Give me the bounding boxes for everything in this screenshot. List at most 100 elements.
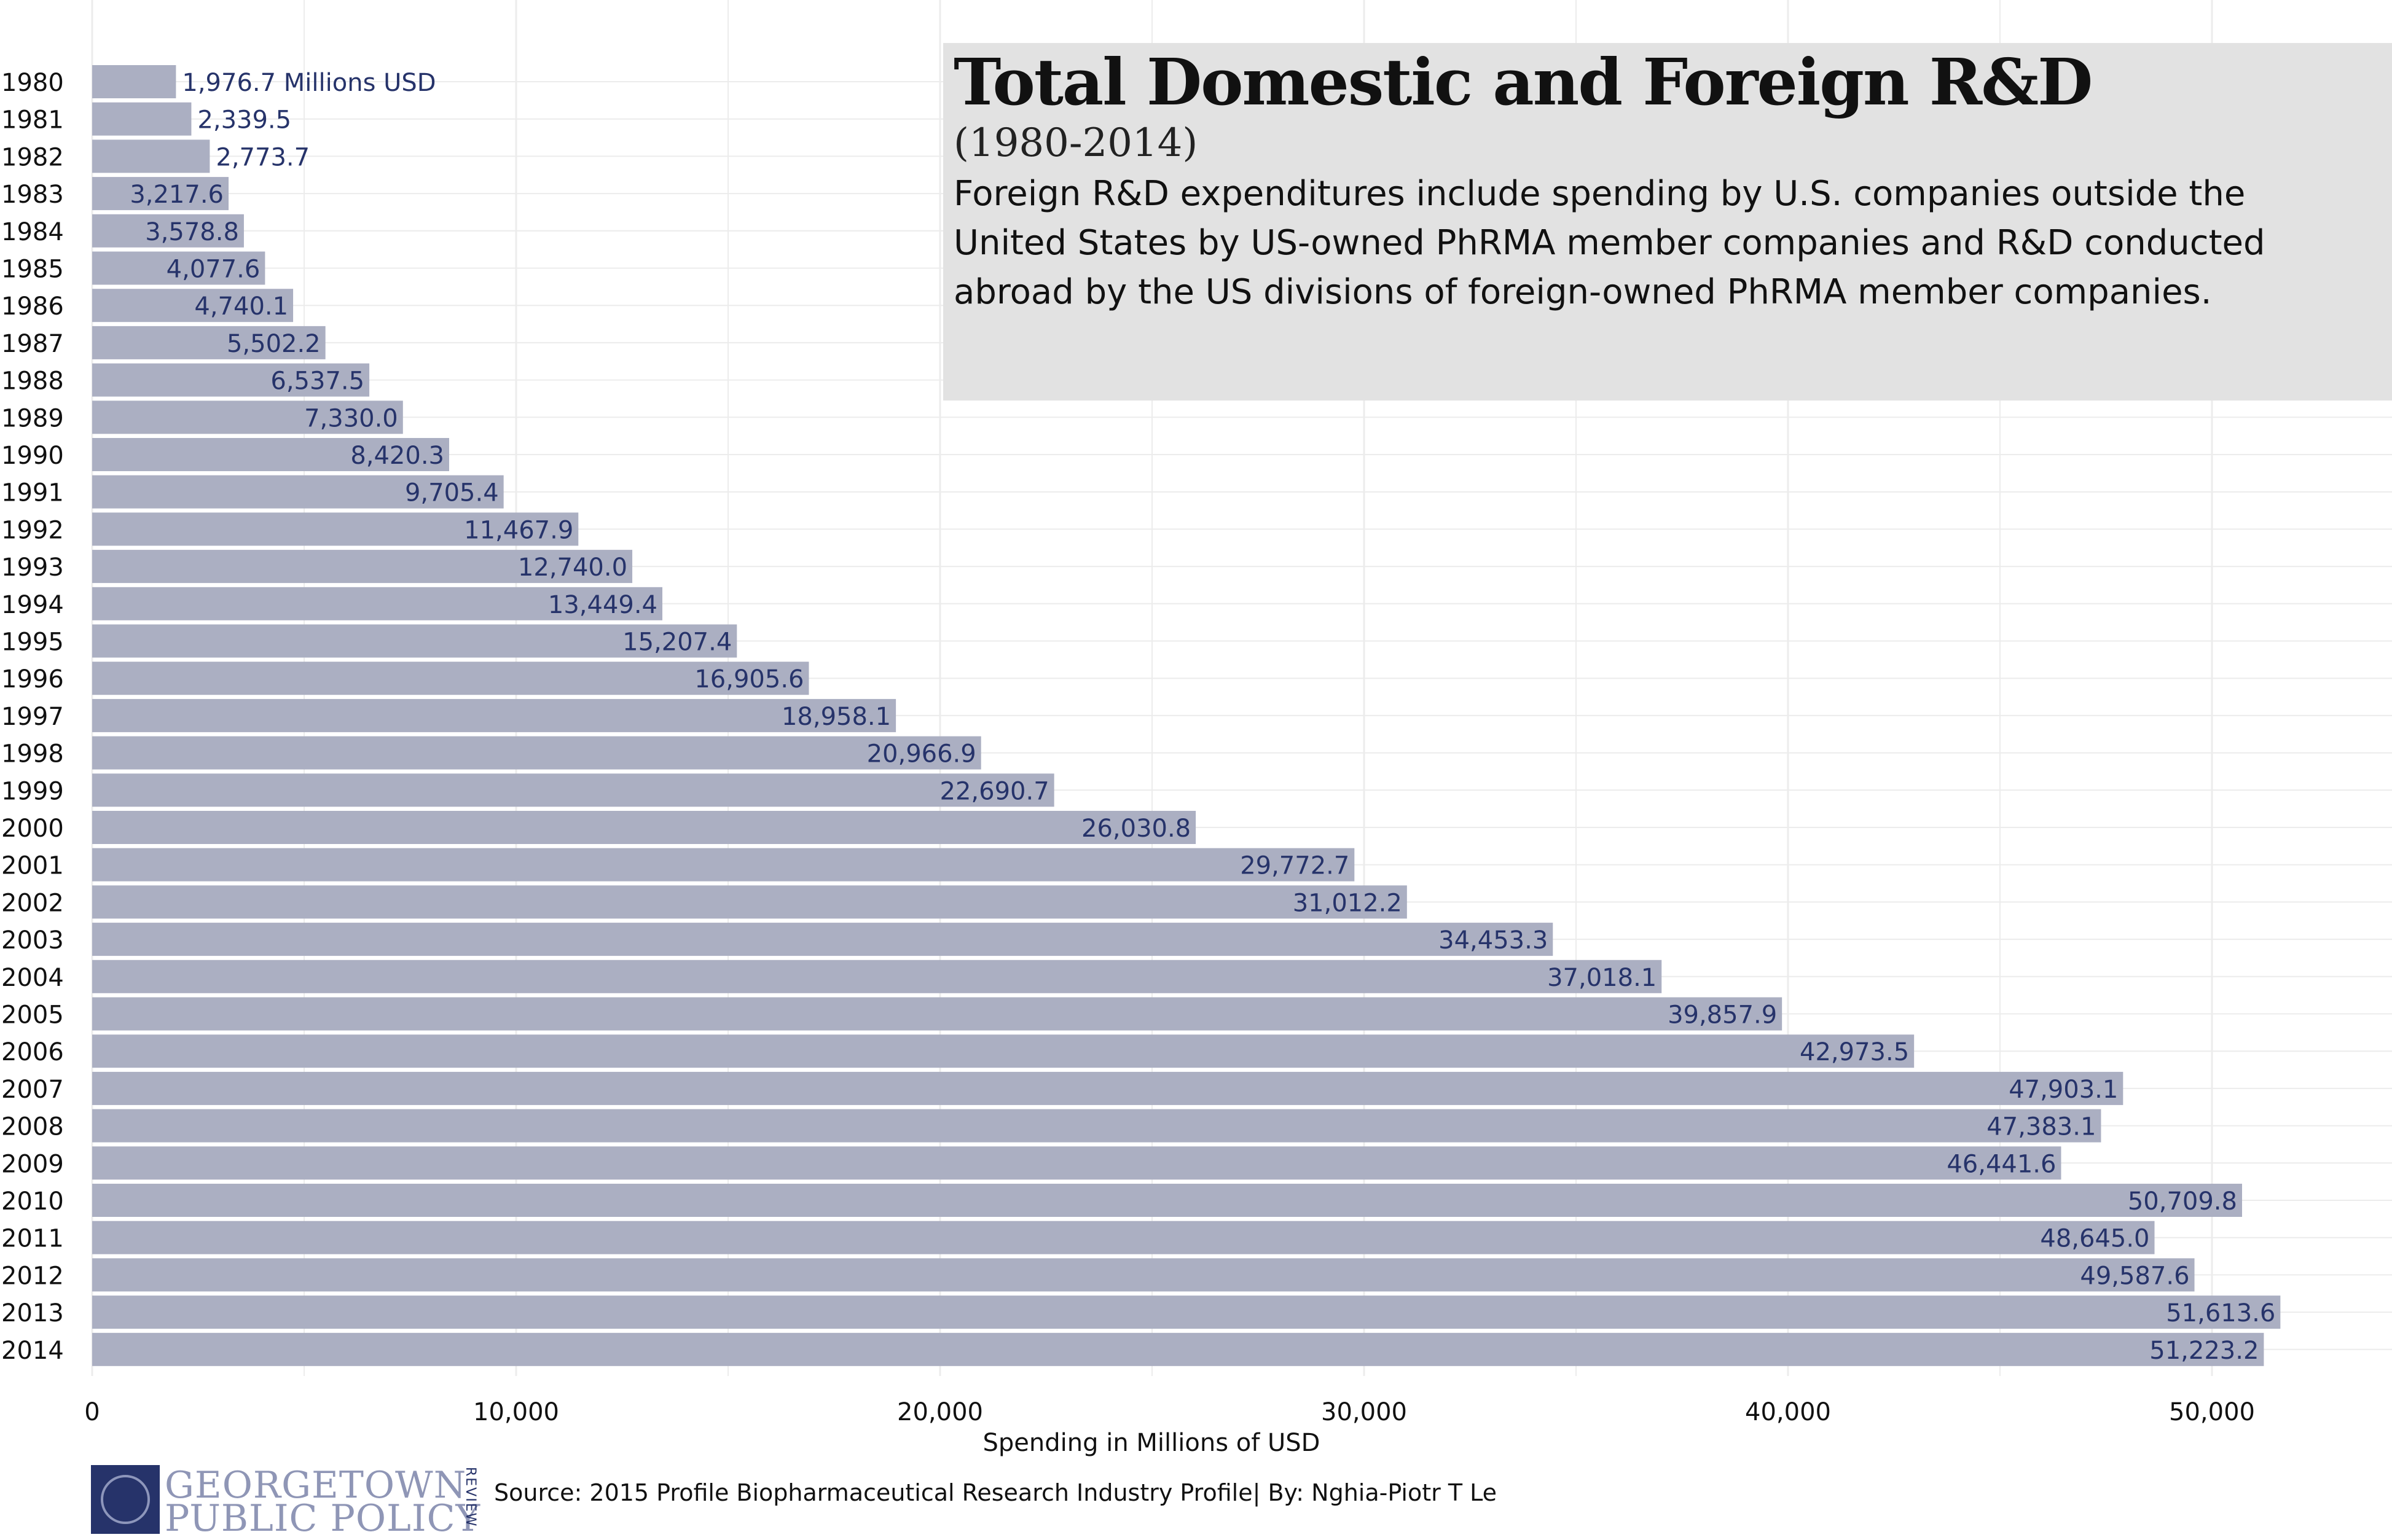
chart-subtitle: (1980-2014): [954, 120, 1198, 166]
y-tick-1986: 1986: [1, 292, 64, 321]
data-label-1988: 6,537.5: [270, 367, 364, 396]
bar-2001: [92, 848, 1355, 881]
source-credit: Source: 2015 Profile Biopharmaceutical R…: [494, 1479, 1497, 1506]
bar-1990: [92, 438, 450, 471]
data-label-1990: 8,420.3: [350, 442, 444, 470]
logo-line-1: GEORGETOWN: [165, 1464, 467, 1507]
data-label-2006: 42,973.5: [1800, 1038, 1909, 1066]
y-tick-2014: 2014: [1, 1337, 64, 1365]
x-tick-label: 40,000: [1745, 1398, 1831, 1426]
data-label-2001: 29,772.7: [1240, 852, 1349, 880]
y-tick-1990: 1990: [1, 442, 64, 470]
bar-2008: [92, 1109, 2101, 1143]
data-label-2005: 39,857.9: [1668, 1001, 1777, 1030]
bars: [92, 65, 2281, 1366]
bar-2006: [92, 1034, 1915, 1068]
bar-1983: [92, 177, 229, 211]
bar-1985: [92, 251, 265, 285]
y-tick-1991: 1991: [1, 479, 64, 507]
bar-2013: [92, 1296, 2281, 1329]
bar-2000: [92, 811, 1196, 844]
y-tick-2011: 2011: [1, 1225, 64, 1253]
y-tick-1997: 1997: [1, 703, 64, 731]
bar-2002: [92, 885, 1407, 919]
x-tick-label: 0: [84, 1398, 100, 1426]
data-label-1981: 2,339.5: [197, 106, 291, 135]
y-tick-1983: 1983: [1, 181, 64, 209]
data-label-1997: 18,958.1: [782, 703, 891, 731]
bar-1982: [92, 139, 210, 173]
y-tick-2003: 2003: [1, 926, 64, 955]
bar-1987: [92, 326, 326, 359]
data-label-1983: 3,217.6: [130, 181, 224, 209]
y-tick-1994: 1994: [1, 591, 64, 619]
y-tick-1995: 1995: [1, 628, 64, 657]
title-box: [943, 43, 2392, 401]
y-tick-1988: 1988: [1, 367, 64, 396]
bar-2014: [92, 1332, 2264, 1366]
data-label-1987: 5,502.2: [227, 330, 321, 358]
bar-1997: [92, 698, 896, 732]
bar-1984: [92, 214, 244, 248]
y-tick-1982: 1982: [1, 143, 64, 171]
y-tick-labels: 1980 1981 1982 1983 1984 1985 1986 1987 1988 1989…: [1, 69, 64, 1365]
logo-line-2: PUBLIC POLICY: [165, 1497, 481, 1540]
x-tick-label: 50,000: [2169, 1398, 2255, 1426]
chart-title: Total Domestic and Foreign R&D: [954, 44, 2093, 120]
bar-1996: [92, 662, 809, 695]
bar-2009: [92, 1146, 2061, 1180]
data-label-1980: 1,976.7 Millions USD: [182, 69, 436, 97]
data-label-1999: 22,690.7: [940, 777, 1049, 805]
y-tick-2007: 2007: [1, 1076, 64, 1104]
bar-1991: [92, 475, 504, 509]
x-tick-label: 30,000: [1321, 1398, 1407, 1426]
georgetown-seal-icon: [91, 1465, 160, 1534]
data-label-1996: 16,905.6: [694, 665, 804, 694]
y-tick-1989: 1989: [1, 404, 64, 432]
bar-1998: [92, 736, 981, 770]
bar-2005: [92, 997, 1782, 1031]
data-label-1982: 2,773.7: [216, 143, 310, 171]
bar-2010: [92, 1184, 2242, 1217]
data-label-1984: 3,578.8: [145, 218, 239, 246]
bar-1993: [92, 550, 633, 584]
bar-1994: [92, 587, 663, 620]
bar-1981: [92, 102, 192, 136]
data-label-2007: 47,903.1: [2009, 1076, 2118, 1104]
y-tick-1980: 1980: [1, 69, 64, 97]
x-axis-label: Spending in Millions of USD: [983, 1429, 1320, 1457]
bar-1992: [92, 512, 579, 546]
bar-2003: [92, 923, 1553, 956]
y-tick-2010: 2010: [1, 1187, 64, 1216]
data-label-1989: 7,330.0: [304, 404, 398, 432]
y-tick-1987: 1987: [1, 330, 64, 358]
data-label-2013: 51,613.6: [2166, 1299, 2275, 1327]
x-tick-labels: 0 10,000 20,000 30,000 40,000 50,000: [84, 1398, 2255, 1426]
bar-1995: [92, 624, 737, 658]
bar-2012: [92, 1258, 2195, 1292]
data-label-1993: 12,740.0: [518, 553, 627, 582]
y-tick-2009: 2009: [1, 1150, 64, 1178]
data-label-2009: 46,441.6: [1947, 1150, 2056, 1178]
data-label-1992: 11,467.9: [464, 516, 573, 544]
bar-1980: [92, 65, 176, 98]
y-tick-1992: 1992: [1, 516, 64, 544]
logo-side-text: REVIEW: [463, 1467, 478, 1528]
y-tick-1993: 1993: [1, 553, 64, 582]
y-tick-2002: 2002: [1, 889, 64, 917]
data-label-2000: 26,030.8: [1081, 815, 1191, 843]
data-label-2004: 37,018.1: [1547, 964, 1657, 992]
chart-description: Foreign R&D expenditures include spendin…: [954, 174, 2265, 312]
y-tick-2001: 2001: [1, 852, 64, 880]
bar-1986: [92, 289, 294, 322]
y-tick-1985: 1985: [1, 256, 64, 284]
y-tick-2005: 2005: [1, 1001, 64, 1030]
bar-1999: [92, 773, 1054, 807]
y-tick-1999: 1999: [1, 777, 64, 805]
y-tick-1984: 1984: [1, 218, 64, 246]
y-tick-2004: 2004: [1, 964, 64, 992]
x-tick-label: 20,000: [897, 1398, 983, 1426]
data-label-1986: 4,740.1: [194, 292, 288, 321]
y-tick-1981: 1981: [1, 106, 64, 135]
